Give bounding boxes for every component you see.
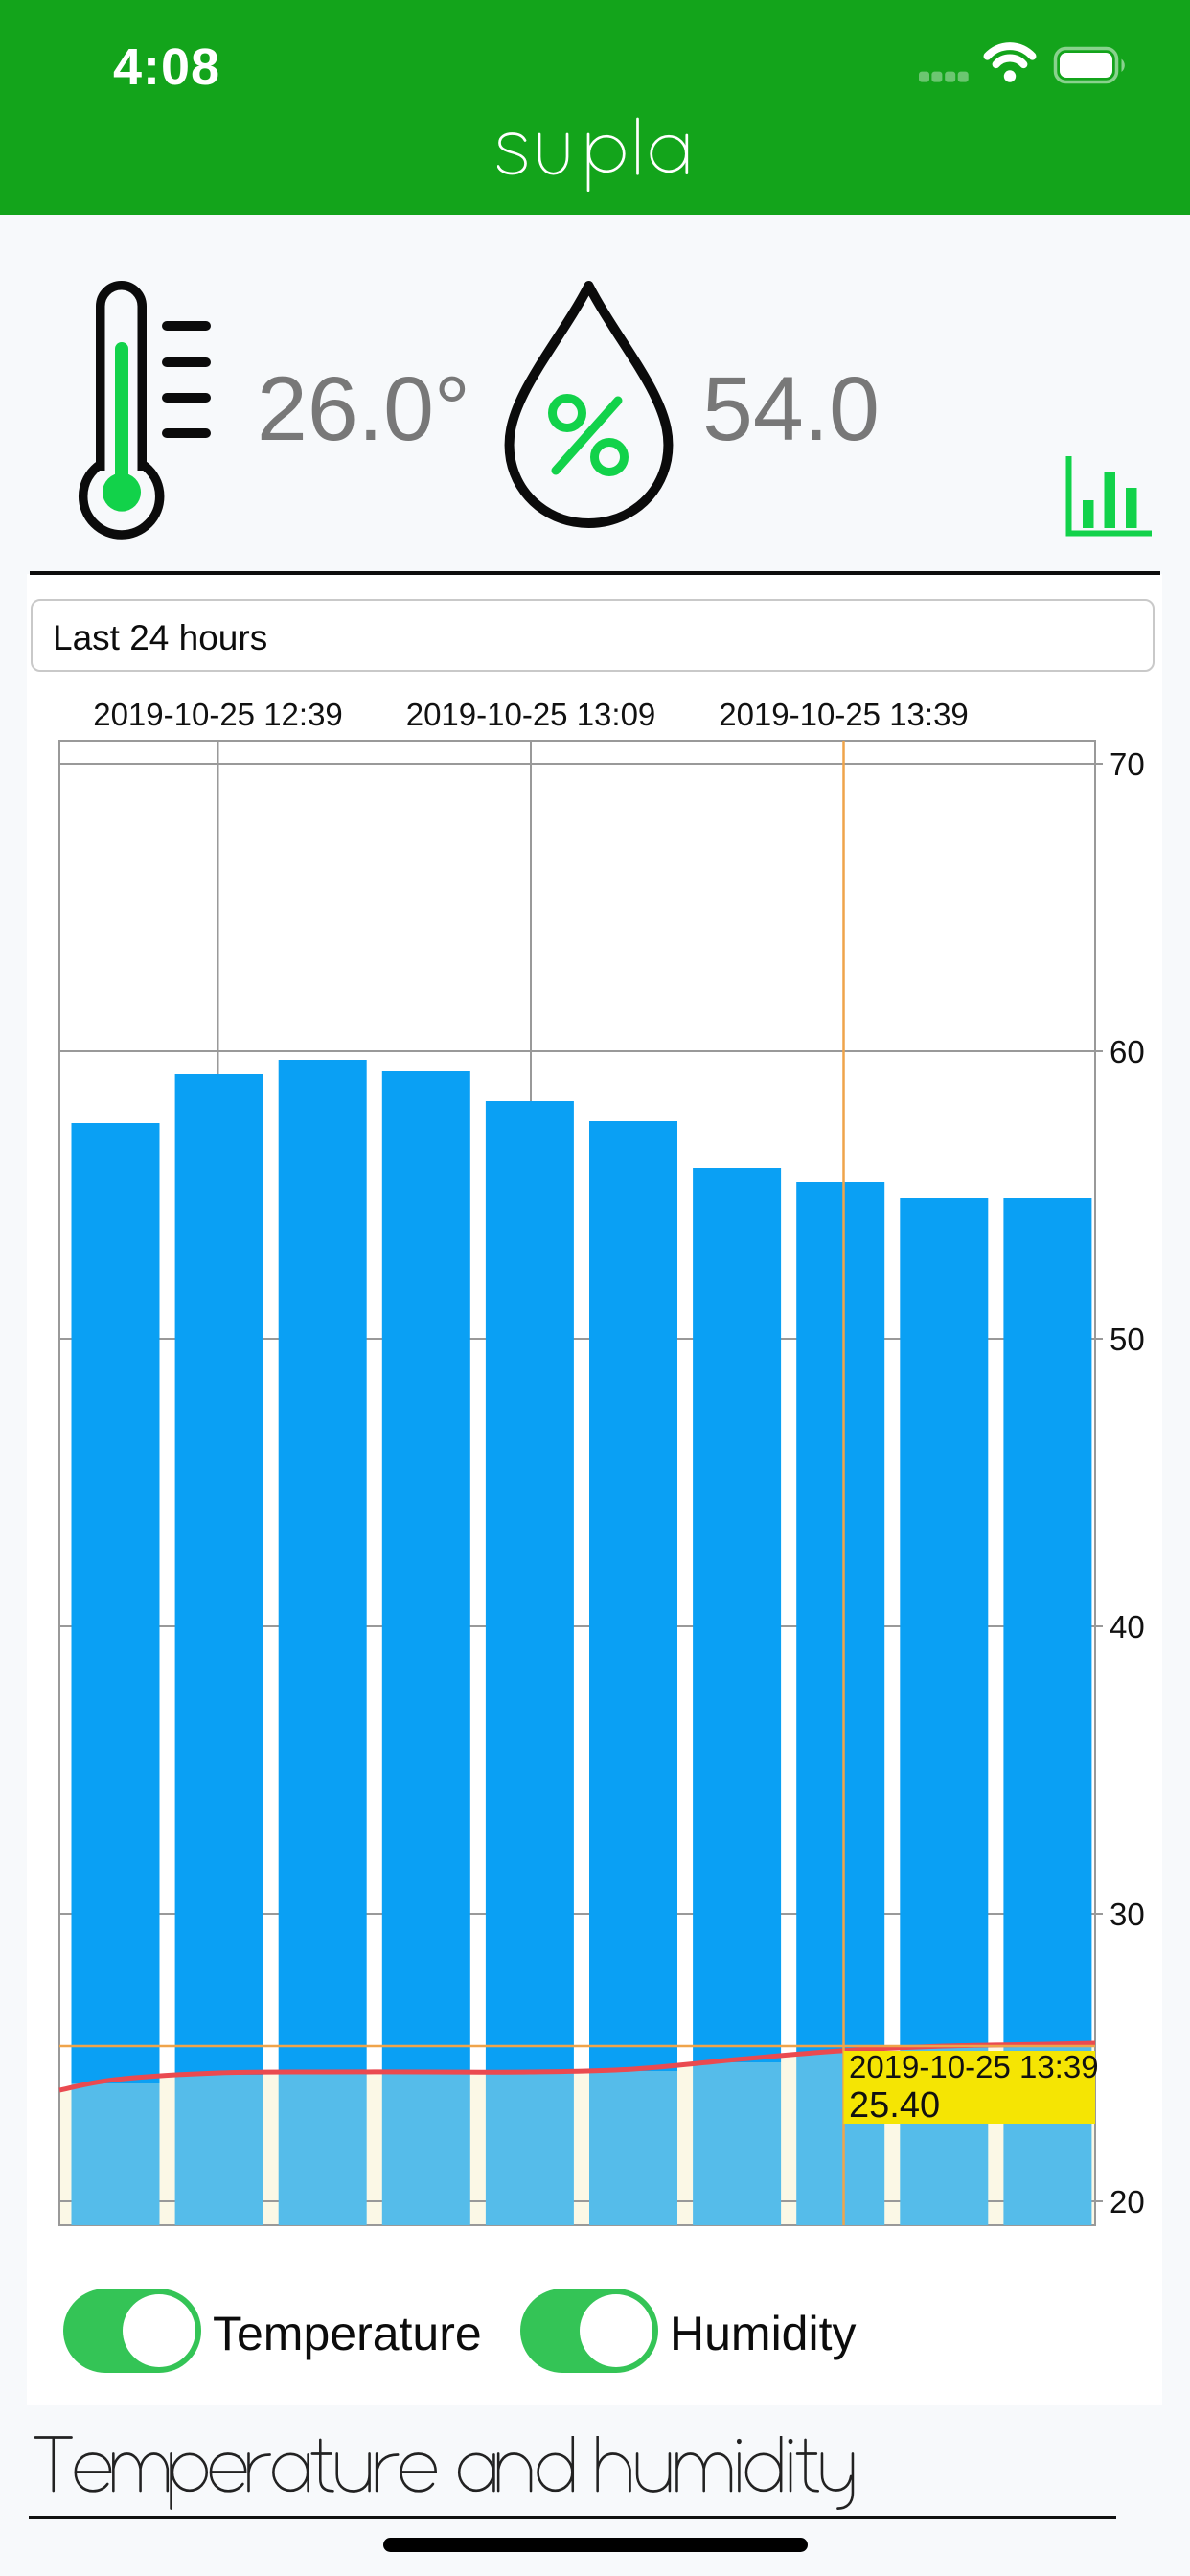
svg-text:20: 20 xyxy=(1110,2184,1145,2220)
svg-text:70: 70 xyxy=(1110,747,1145,782)
svg-text:2019-10-25 13:39: 2019-10-25 13:39 xyxy=(719,697,969,732)
svg-text:2019-10-25 12:39: 2019-10-25 12:39 xyxy=(93,697,343,732)
svg-text:2019-10-25 13:39: 2019-10-25 13:39 xyxy=(849,2049,1099,2084)
svg-text:40: 40 xyxy=(1110,1609,1145,1644)
svg-text:25.40: 25.40 xyxy=(849,2085,940,2126)
svg-text:60: 60 xyxy=(1110,1034,1145,1070)
svg-text:30: 30 xyxy=(1110,1897,1145,1932)
svg-text:50: 50 xyxy=(1110,1322,1145,1357)
svg-text:2019-10-25 13:09: 2019-10-25 13:09 xyxy=(406,697,656,732)
